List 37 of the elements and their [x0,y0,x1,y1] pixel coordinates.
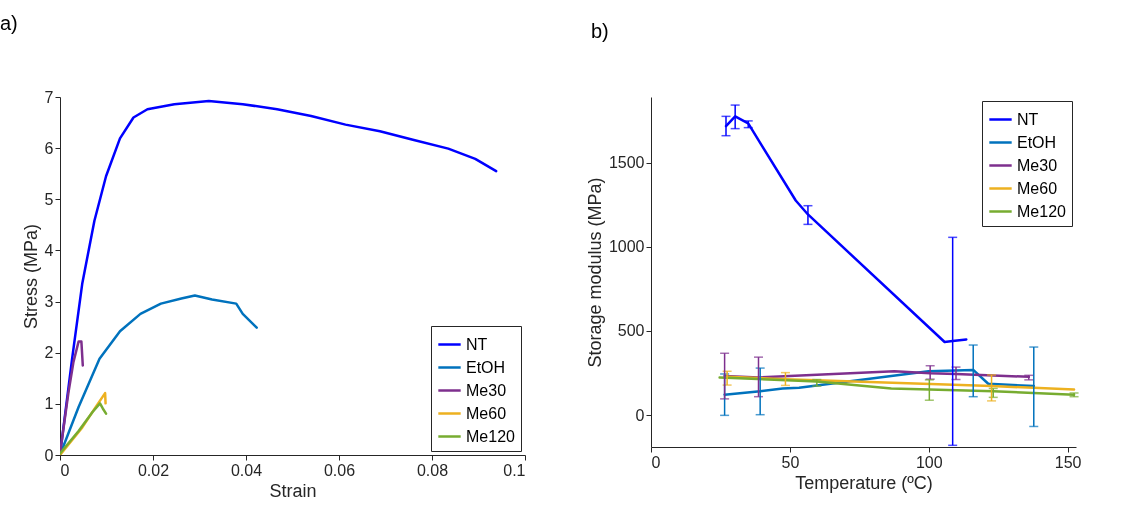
y-tick-label: 0 [635,406,645,424]
y-tick-label: 3 [44,293,54,311]
y-tick-label: 1500 [608,154,645,172]
y-tick-label: 6 [44,139,54,157]
x-tick-label: 150 [1054,453,1082,471]
y-tick-label: 1000 [608,238,645,256]
legend-label: NT [466,335,488,353]
x-axis-title: Temperature (ºC) [795,472,933,493]
chart-title: b) [591,20,609,42]
x-tick-label: 100 [915,453,943,471]
x-tick-label: 0.04 [230,461,263,479]
x-tick-label: 0.02 [137,461,170,479]
x-tick-label: 0.1 [503,461,526,479]
y-tick-label: 500 [617,322,645,340]
legend-label: EtOH [1017,133,1057,151]
legend-label: Me30 [466,381,507,399]
legend-label: Me30 [1017,156,1058,174]
x-tick-label: 0 [651,453,661,471]
x-tick-label: 0.06 [323,461,356,479]
y-axis-title: Storage modulus (MPa) [584,177,605,368]
x-tick-label: 50 [781,453,800,471]
legend-label: Me120 [1017,202,1067,220]
legend-label: Me60 [1017,179,1058,197]
legend-label: Me60 [466,404,507,422]
y-tick-label: 2 [44,344,54,362]
legend-label: NT [1017,110,1039,128]
legend-label: Me120 [466,427,516,445]
x-tick-label: 0 [60,461,70,479]
legend-label: EtOH [466,358,506,376]
y-axis-title: Stress (MPa) [20,223,41,330]
y-tick-label: 7 [44,88,54,106]
x-axis-title: Strain [269,480,317,501]
chart-title: a) [0,12,18,34]
x-tick-label: 0.08 [416,461,449,479]
y-tick-label: 1 [44,395,54,413]
y-tick-label: 4 [44,241,54,259]
y-tick-label: 5 [44,190,54,208]
